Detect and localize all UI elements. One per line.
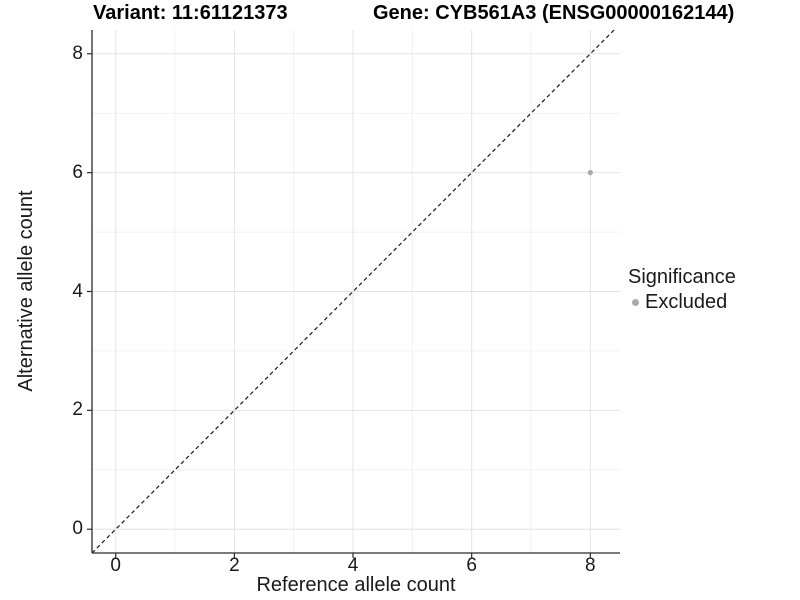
legend-title: Significance bbox=[628, 266, 736, 288]
legend: Significance Excluded bbox=[628, 265, 798, 315]
y-tick-label: 4 bbox=[72, 280, 83, 302]
x-tick-label: 2 bbox=[229, 555, 240, 576]
y-tick-label: 6 bbox=[72, 161, 83, 183]
legend-item: Excluded bbox=[628, 290, 798, 315]
y-tick-label: 2 bbox=[72, 399, 83, 421]
x-tick-label: 4 bbox=[347, 555, 359, 576]
x-tick-label: 8 bbox=[585, 555, 596, 576]
data-point bbox=[587, 170, 593, 176]
y-axis-title: Alternative allele count bbox=[15, 190, 37, 392]
legend-item-label: Excluded bbox=[645, 291, 728, 313]
gene-title: Gene: CYB561A3 (ENSG00000162144) bbox=[373, 2, 735, 24]
y-tick-label: 0 bbox=[72, 518, 83, 540]
y-tick-label: 8 bbox=[72, 42, 83, 64]
variant-title: Variant: 11:61121373 bbox=[93, 2, 288, 24]
x-tick-label: 6 bbox=[466, 555, 477, 576]
legend-key-dot-icon bbox=[632, 299, 639, 306]
x-axis-title: Reference allele count bbox=[256, 574, 456, 596]
x-tick-label: 0 bbox=[110, 555, 121, 576]
